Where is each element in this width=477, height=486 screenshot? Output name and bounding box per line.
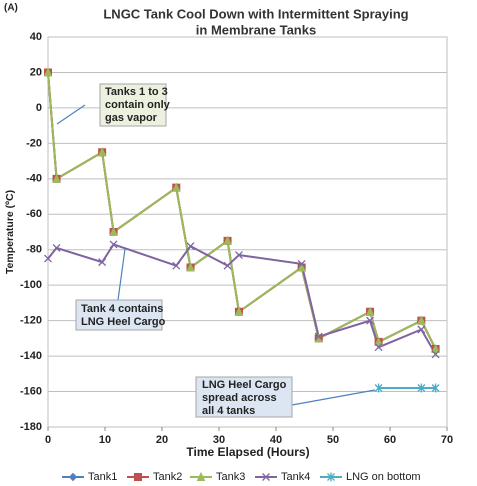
annotation: all 4 tanks	[202, 405, 255, 417]
marker	[98, 258, 107, 267]
y-tick-label: 20	[30, 66, 42, 78]
marker	[109, 240, 118, 249]
legend-label: LNG on bottom	[346, 471, 421, 483]
series-line	[47, 72, 437, 350]
panel-label: (A)	[4, 3, 18, 14]
y-tick-label: 0	[36, 102, 42, 114]
marker	[262, 473, 270, 481]
y-tick-label: -160	[20, 385, 42, 397]
legend: Tank1 Tank2 Tank3 Tank4 LNG on bottom	[62, 471, 421, 483]
x-tick-label: 10	[99, 434, 111, 446]
y-tick-label: -20	[26, 137, 42, 149]
marker	[327, 472, 335, 482]
arrow	[117, 248, 126, 301]
x-axis-label: Time Elapsed (Hours)	[186, 445, 309, 459]
annotations: Tanks 1 to 3 contain only gas vapor Tank…	[56, 83, 376, 418]
marker	[109, 226, 118, 236]
marker	[366, 316, 375, 325]
marker	[97, 147, 107, 157]
y-tick-label: -80	[26, 244, 42, 256]
marker	[431, 343, 440, 353]
marker	[417, 325, 426, 334]
marker	[44, 254, 52, 263]
legend-label: Tank1	[88, 471, 117, 483]
annotation: Tanks 1 to 3	[105, 86, 168, 98]
marker	[134, 473, 142, 481]
marker	[431, 350, 440, 359]
y-axis-label: Temperature (ºC)	[4, 190, 16, 274]
y-tick-label: -40	[26, 173, 42, 185]
legend-label: Tank2	[153, 471, 182, 483]
x-tick-label: 20	[156, 434, 168, 446]
legend-label: Tank4	[281, 471, 310, 483]
marker	[417, 315, 426, 325]
marker	[186, 242, 195, 251]
annotation: gas vapor	[105, 112, 158, 124]
marker	[431, 383, 440, 393]
x-tick-label: 40	[270, 434, 282, 446]
annotation: contain only	[105, 99, 171, 111]
marker	[374, 383, 383, 393]
marker	[374, 343, 383, 352]
y-tick-label: -180	[20, 421, 42, 433]
marker	[43, 67, 53, 77]
marker	[314, 332, 323, 341]
y-tick-label: 40	[30, 31, 42, 43]
y-tick-label: -60	[26, 208, 42, 220]
chart-title: in Membrane Tanks	[196, 22, 316, 37]
y-tick-label: -120	[20, 315, 42, 327]
annotation-box	[75, 299, 163, 331]
marker	[186, 262, 195, 272]
x-tick-label: 0	[45, 434, 51, 446]
y-tick-label: -140	[20, 350, 42, 362]
x-tick-label: 30	[213, 434, 225, 446]
marker	[234, 306, 244, 316]
marker	[52, 243, 61, 252]
marker	[365, 306, 375, 316]
annotation-box	[195, 376, 293, 418]
marker	[234, 251, 243, 260]
marker	[417, 383, 426, 393]
marker	[374, 336, 383, 346]
y-tick-label: -100	[20, 279, 42, 291]
annotation: Tank 4 contains	[81, 303, 163, 315]
annotation: spread across	[202, 392, 277, 404]
arrow	[56, 104, 86, 125]
marker	[223, 235, 232, 245]
annotation: LNG Heel Cargo	[81, 316, 166, 328]
marker	[52, 173, 61, 183]
marker	[68, 472, 78, 482]
chart-title: LNGC Tank Cool Down with Intermittent Sp…	[103, 6, 408, 21]
annotation-box	[99, 83, 167, 127]
marker	[196, 471, 206, 481]
x-tick-label: 50	[327, 434, 339, 446]
marker	[171, 182, 181, 192]
legend-label: Tank3	[216, 471, 245, 483]
marker	[297, 262, 306, 272]
annotation: LNG Heel Cargo	[202, 379, 287, 391]
x-tick-label: 70	[441, 434, 453, 446]
marker	[223, 261, 232, 270]
marker	[172, 261, 181, 270]
marker	[297, 259, 306, 268]
arrow	[291, 389, 376, 406]
x-tick-label: 60	[384, 434, 396, 446]
